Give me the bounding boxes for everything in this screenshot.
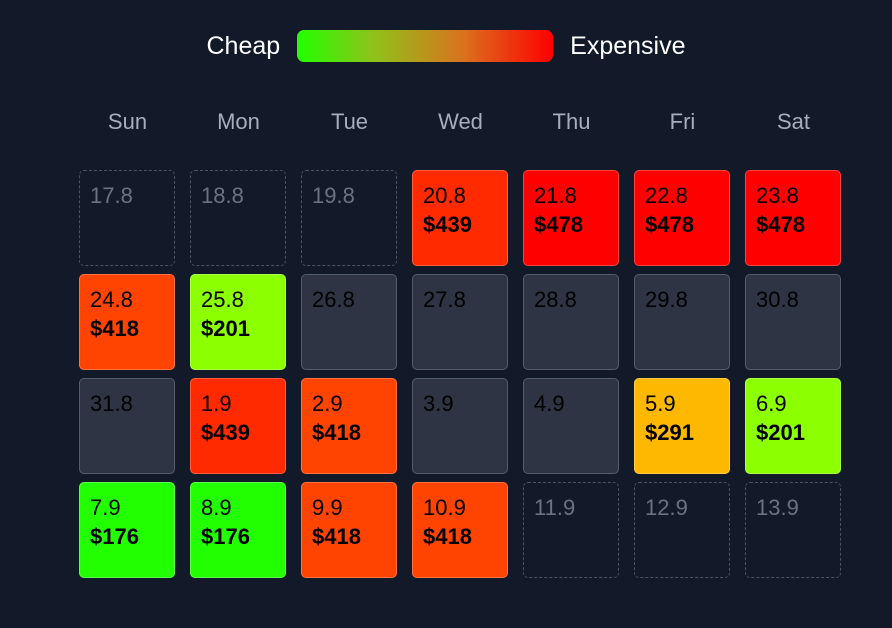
day-cell[interactable]: 1.9 $439 bbox=[190, 378, 286, 474]
day-date: 11.9 bbox=[534, 495, 576, 520]
legend-cheap-label: Cheap bbox=[206, 32, 281, 60]
day-cell: 4.9 bbox=[523, 378, 619, 474]
day-cell: 11.9 bbox=[523, 482, 619, 578]
day-cell[interactable]: 25.8 $201 bbox=[190, 274, 286, 370]
day-date: 17.8 bbox=[90, 183, 133, 208]
day-date: 27.8 bbox=[423, 287, 466, 312]
day-date: 4.9 bbox=[534, 391, 565, 416]
day-cell: 31.8 bbox=[79, 378, 175, 474]
day-cell: 29.8 bbox=[634, 274, 730, 370]
day-date: 26.8 bbox=[312, 287, 355, 312]
day-price: $418 bbox=[312, 524, 361, 549]
day-price: $201 bbox=[201, 316, 250, 341]
day-cell[interactable]: 23.8 $478 bbox=[745, 170, 841, 266]
day-date: 1.9 bbox=[201, 391, 232, 416]
weekday-wed: Wed bbox=[438, 109, 483, 134]
day-cell[interactable]: 20.8 $439 bbox=[412, 170, 508, 266]
day-price: $478 bbox=[756, 212, 805, 237]
day-date: 8.9 bbox=[201, 495, 232, 520]
day-price: $291 bbox=[645, 420, 694, 445]
day-cell[interactable]: 10.9 $418 bbox=[412, 482, 508, 578]
day-cell[interactable]: 8.9 $176 bbox=[190, 482, 286, 578]
day-cell: 19.8 bbox=[301, 170, 397, 266]
day-cell: 3.9 bbox=[412, 378, 508, 474]
weekday-thu: Thu bbox=[552, 109, 591, 134]
day-cell[interactable]: 24.8 $418 bbox=[79, 274, 175, 370]
day-date: 30.8 bbox=[756, 287, 799, 312]
day-price: $439 bbox=[423, 212, 472, 237]
day-cell[interactable]: 21.8 $478 bbox=[523, 170, 619, 266]
day-cell[interactable]: 5.9 $291 bbox=[634, 378, 730, 474]
day-price: $418 bbox=[423, 524, 472, 549]
day-cell: 30.8 bbox=[745, 274, 841, 370]
day-date: 31.8 bbox=[90, 391, 133, 416]
day-date: 10.9 bbox=[423, 495, 466, 520]
day-cell[interactable]: 7.9 $176 bbox=[79, 482, 175, 578]
price-legend: Cheap Expensive bbox=[0, 30, 892, 62]
day-date: 7.9 bbox=[90, 495, 121, 520]
day-cell: 12.9 bbox=[634, 482, 730, 578]
weekday-mon: Mon bbox=[217, 109, 260, 134]
day-price: $439 bbox=[201, 420, 250, 445]
day-price: $201 bbox=[756, 420, 805, 445]
day-date: 22.8 bbox=[645, 183, 688, 208]
day-price: $418 bbox=[90, 316, 139, 341]
day-date: 2.9 bbox=[312, 391, 343, 416]
day-date: 19.8 bbox=[312, 183, 355, 208]
weekday-sat: Sat bbox=[776, 109, 811, 134]
day-date: 13.9 bbox=[756, 495, 799, 520]
day-cell[interactable]: 22.8 $478 bbox=[634, 170, 730, 266]
legend-expensive-label: Expensive bbox=[570, 32, 686, 60]
day-price: $176 bbox=[90, 524, 139, 549]
day-cell: 27.8 bbox=[412, 274, 508, 370]
day-date: 24.8 bbox=[90, 287, 133, 312]
weekday-tue: Tue bbox=[330, 109, 369, 134]
day-date: 12.9 bbox=[645, 495, 688, 520]
day-price: $478 bbox=[534, 212, 583, 237]
day-date: 23.8 bbox=[756, 183, 799, 208]
day-date: 28.8 bbox=[534, 287, 577, 312]
day-cell: 26.8 bbox=[301, 274, 397, 370]
day-date: 25.8 bbox=[201, 287, 244, 312]
weekday-sun: Sun bbox=[107, 109, 148, 134]
day-date: 9.9 bbox=[312, 495, 343, 520]
day-date: 20.8 bbox=[423, 183, 466, 208]
day-cell: 13.9 bbox=[745, 482, 841, 578]
day-date: 5.9 bbox=[645, 391, 676, 416]
day-cell[interactable]: 9.9 $418 bbox=[301, 482, 397, 578]
day-cell: 18.8 bbox=[190, 170, 286, 266]
legend-gradient-bar bbox=[297, 30, 554, 62]
day-price: $418 bbox=[312, 420, 361, 445]
day-date: 21.8 bbox=[534, 183, 577, 208]
day-cell: 17.8 bbox=[79, 170, 175, 266]
day-date: 29.8 bbox=[645, 287, 688, 312]
day-date: 6.9 bbox=[756, 391, 787, 416]
day-price: $478 bbox=[645, 212, 694, 237]
day-date: 18.8 bbox=[201, 183, 244, 208]
weekday-fri: Fri bbox=[669, 109, 696, 134]
calendar-grid: 17.8 18.8 19.8 20.8 $439 21.8 $478 22.8 $478 23.8… bbox=[79, 170, 841, 578]
day-price: $176 bbox=[201, 524, 250, 549]
day-cell: 28.8 bbox=[523, 274, 619, 370]
weekday-header: Sun Mon Tue Wed Thu Fri Sat bbox=[72, 106, 849, 138]
day-cell[interactable]: 6.9 $201 bbox=[745, 378, 841, 474]
day-date: 3.9 bbox=[423, 391, 454, 416]
day-cell[interactable]: 2.9 $418 bbox=[301, 378, 397, 474]
